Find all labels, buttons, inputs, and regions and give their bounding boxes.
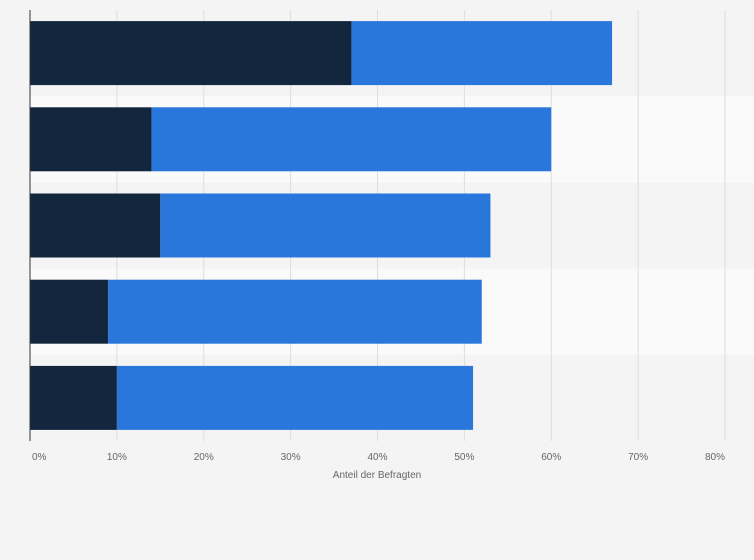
x-axis-title: Anteil der Befragten	[333, 470, 421, 481]
bar-segment-series-2	[116, 365, 474, 430]
bar-segment-series-2	[108, 279, 482, 344]
bar-segment-series-2	[351, 21, 613, 86]
bar-segment-series-2	[160, 193, 491, 258]
bar-segment-series-1	[30, 107, 152, 172]
x-tick-label: 10%	[107, 452, 127, 463]
x-tick-label: 80%	[705, 452, 725, 463]
x-tick-label: 60%	[541, 452, 561, 463]
bar-segment-series-1	[30, 365, 117, 430]
bar-segment-series-1	[30, 21, 352, 86]
x-tick-label: 40%	[367, 452, 387, 463]
x-tick-label: 0%	[32, 452, 47, 463]
x-tick-label: 70%	[628, 452, 648, 463]
bar-segment-series-1	[30, 193, 161, 258]
x-tick-label: 20%	[194, 452, 214, 463]
x-tick-label: 50%	[454, 452, 474, 463]
bar-segment-series-1	[30, 279, 109, 344]
bar-segment-series-2	[151, 107, 552, 172]
bars	[30, 21, 613, 430]
x-tick-label: 30%	[281, 452, 301, 463]
x-tick-labels: 0% 10% 20% 30% 40% 50% 60% 70% 80%	[32, 452, 725, 463]
